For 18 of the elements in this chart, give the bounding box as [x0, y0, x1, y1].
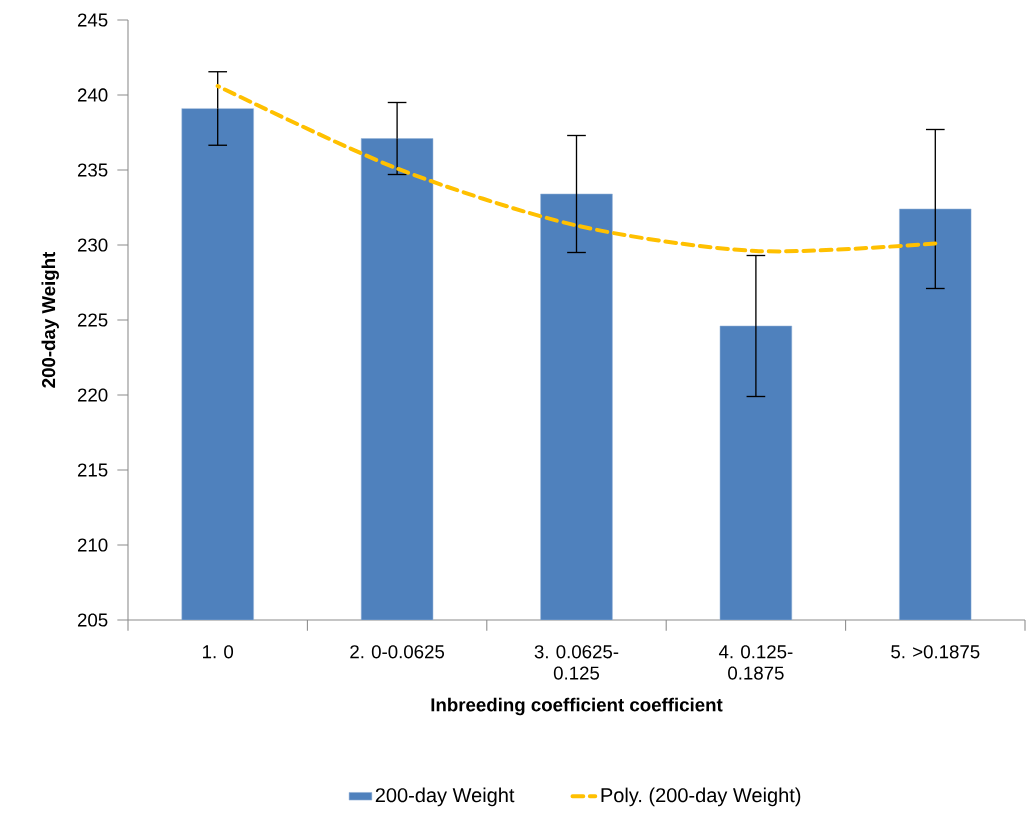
y-tick-label: 205 [77, 613, 108, 627]
y-axis-title: 200-day Weight [41, 251, 59, 388]
x-tick-label: 3. 0.0625-0.125 [534, 645, 619, 680]
x-axis-title: Inbreeding coefficient coefficient [431, 697, 723, 716]
legend-label: Poly. (200-day Weight) [601, 787, 801, 807]
x-tick-label: 2. 0-0.0625 [350, 645, 445, 659]
y-tick-label: 225 [77, 313, 108, 327]
y-tick-label: 235 [77, 163, 108, 177]
y-tick-label: 215 [77, 463, 108, 477]
y-tick-label: 245 [77, 13, 108, 27]
y-tick-label: 210 [77, 538, 108, 552]
x-tick-label: 1. 0 [203, 645, 234, 659]
y-tick-label: 240 [77, 88, 108, 102]
y-tick-label: 220 [77, 388, 108, 402]
legend-label: 200-day Weight [375, 787, 515, 807]
x-tick-label: 4. 0.125-0.1875 [718, 645, 793, 680]
y-tick-label: 230 [77, 238, 108, 252]
x-tick-label: 5. >0.1875 [891, 645, 980, 659]
